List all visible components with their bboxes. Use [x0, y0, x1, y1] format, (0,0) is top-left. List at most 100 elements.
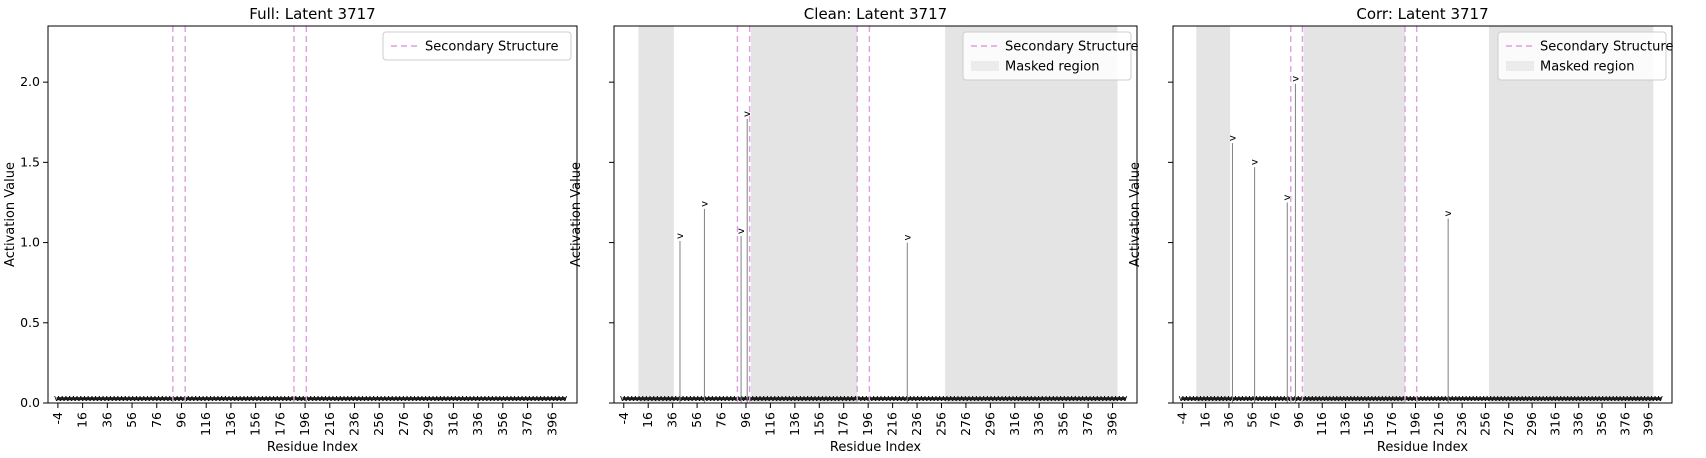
x-tick-label: 336 [1571, 412, 1586, 436]
legend-label: Secondary Structure [1540, 40, 1673, 55]
x-tick-label: 376 [520, 412, 535, 436]
x-tick-label: 396 [1641, 412, 1656, 436]
x-tick-label: 276 [1501, 412, 1516, 436]
y-axis-label: Activation Value [3, 162, 18, 267]
peak-marker: v [1282, 194, 1293, 200]
x-tick-label: 176 [836, 412, 851, 436]
x-tick-label: 156 [1361, 412, 1376, 436]
x-tick-label: 96 [173, 412, 188, 428]
x-tick-label: 316 [1007, 412, 1022, 436]
x-tick-label: 16 [75, 412, 90, 428]
x-tick-label: 176 [1384, 412, 1399, 436]
x-tick-label: -4 [1174, 412, 1189, 425]
y-tick-label: 1.0 [20, 235, 40, 250]
masked-region [945, 26, 1118, 403]
x-tick-label: 56 [124, 412, 139, 428]
baseline-band [622, 397, 1127, 401]
legend-box [382, 31, 572, 61]
plot-frame [47, 25, 578, 404]
masked-region [638, 26, 674, 403]
peak-marker: v [742, 111, 753, 117]
residue-baseline: vvvvvvvvvvvvvvvvvvvvvvvvvvvvvvvvvvvvvvvv… [1178, 394, 1663, 404]
legend: Secondary Structure Masked region [1497, 31, 1673, 81]
x-tick-label: 216 [322, 412, 337, 436]
x-tick-label: 156 [811, 412, 826, 436]
y-tick-label: 1.5 [20, 154, 40, 169]
peak-marker: v [675, 233, 686, 239]
peak-marker: v [902, 235, 913, 241]
x-tick-label: 376 [1080, 412, 1095, 436]
peak-marker: v [1443, 210, 1454, 216]
baseline-band [56, 397, 566, 401]
x-axis-label: Residue Index [830, 440, 922, 455]
x-tick-label: 16 [1198, 412, 1213, 428]
x-tick-label: 136 [787, 412, 802, 436]
x-tick-label: 36 [665, 412, 680, 428]
masked-region [1488, 26, 1654, 403]
x-tick-label: 216 [1431, 412, 1446, 436]
plot-frame [613, 25, 1138, 404]
x-tick-label: 76 [714, 412, 729, 428]
x-tick-label: 256 [933, 412, 948, 436]
x-tick-label: 356 [495, 412, 510, 436]
legend: Secondary Structure Masked region [962, 31, 1138, 81]
x-tick-label: 196 [297, 412, 312, 436]
peak-marker: v [699, 201, 710, 207]
x-tick-label: 336 [1031, 412, 1046, 436]
x-tick-label: 236 [1454, 412, 1469, 436]
x-tick-label: -4 [50, 412, 65, 425]
x-tick-label: 96 [1291, 412, 1306, 428]
y-axis-label: Activation Value [569, 162, 584, 267]
x-tick-label: 196 [860, 412, 875, 436]
x-tick-label: 136 [223, 412, 238, 436]
residue-baseline: vvvvvvvvvvvvvvvvvvvvvvvvvvvvvvvvvvvvvvvv… [620, 394, 1128, 404]
x-tick-label: 236 [347, 412, 362, 436]
corr-panel: vvvvvvvvvvvvvvvvvvvvvvvvvvvvvvvvvvvvvvvv… [1128, 5, 1673, 455]
residue-baseline: vvvvvvvvvvvvvvvvvvvvvvvvvvvvvvvvvvvvvvvv… [54, 394, 568, 404]
legend: Secondary Structure [382, 31, 572, 61]
x-tick-label: 156 [248, 412, 263, 436]
x-tick-label: 296 [982, 412, 997, 436]
x-tick-label: 336 [470, 412, 485, 436]
legend-swatch-patch [971, 61, 999, 71]
x-tick-label: 56 [1244, 412, 1259, 428]
x-tick-label: 116 [198, 412, 213, 436]
masked-region [750, 26, 858, 403]
baseline-band [1181, 397, 1662, 401]
x-tick-label: 36 [1221, 412, 1236, 428]
legend-label: Masked region [1540, 60, 1635, 75]
x-tick-label: 256 [371, 412, 386, 436]
x-tick-label: 276 [958, 412, 973, 436]
x-tick-label: 256 [1477, 412, 1492, 436]
x-tick-label: 376 [1617, 412, 1632, 436]
x-tick-label: 236 [909, 412, 924, 436]
legend-label: Secondary Structure [1005, 40, 1138, 55]
x-tick-label: 136 [1338, 412, 1353, 436]
x-axis-label: Residue Index [1377, 440, 1469, 455]
y-axis-label: Activation Value [1128, 162, 1143, 267]
x-tick-label: 316 [1547, 412, 1562, 436]
chart-title: Corr: Latent 3717 [1356, 5, 1488, 23]
y-tick-label: 0.0 [20, 395, 40, 410]
peak-marker: v [1227, 135, 1238, 141]
y-tick-label: 2.0 [20, 74, 40, 89]
x-axis-label: Residue Index [267, 440, 359, 455]
x-tick-label: 76 [149, 412, 164, 428]
x-tick-label: 316 [445, 412, 460, 436]
x-tick-label: 216 [885, 412, 900, 436]
x-tick-label: 356 [1594, 412, 1609, 436]
legend-label: Masked region [1005, 60, 1100, 75]
legend-label: Secondary Structure [425, 40, 558, 55]
x-tick-label: 16 [640, 412, 655, 428]
legend-box [1497, 31, 1667, 81]
chart-title: Full: Latent 3717 [249, 5, 375, 23]
x-tick-label: 56 [689, 412, 704, 428]
x-tick-label: 36 [99, 412, 114, 428]
x-tick-label: 396 [1105, 412, 1120, 436]
x-tick-label: 116 [762, 412, 777, 436]
masked-region [1196, 26, 1231, 403]
x-tick-label: 276 [396, 412, 411, 436]
x-tick-label: -4 [616, 412, 631, 425]
x-tick-label: 116 [1314, 412, 1329, 436]
